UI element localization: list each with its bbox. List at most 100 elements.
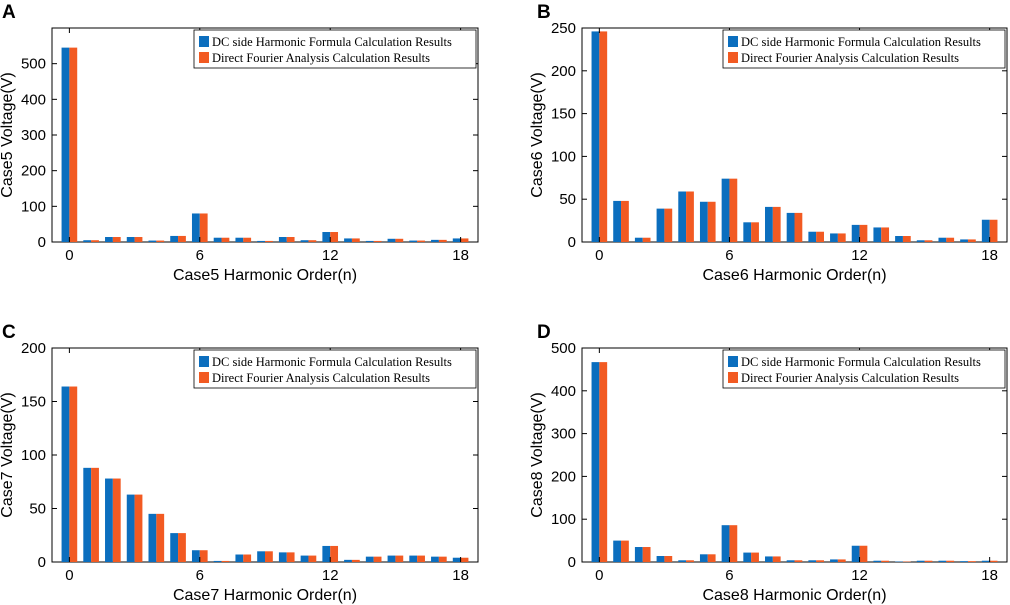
bar-fourier-n18 bbox=[460, 238, 469, 242]
bar-fourier-n10 bbox=[816, 231, 824, 242]
bar-formula-n5 bbox=[170, 235, 179, 242]
bar-fourier-n18 bbox=[989, 560, 998, 562]
bar-formula-n18 bbox=[981, 560, 990, 562]
bar-formula-n11 bbox=[300, 555, 309, 562]
legend-box bbox=[193, 349, 477, 389]
bar-formula-n3 bbox=[656, 208, 665, 242]
bar-formula-n1 bbox=[613, 200, 622, 242]
bar-fourier-n8 bbox=[243, 554, 252, 562]
bar-formula-n12 bbox=[322, 232, 331, 242]
y-tick-label: 200 bbox=[21, 163, 46, 180]
bar-formula-n3 bbox=[126, 237, 135, 242]
bar-formula-n4 bbox=[678, 560, 687, 562]
bar-fourier-n7 bbox=[751, 552, 759, 562]
bar-formula-n7 bbox=[743, 222, 752, 242]
bar-formula-n16 bbox=[409, 555, 418, 562]
bar-fourier-n15 bbox=[924, 560, 933, 562]
bar-fourier-n4 bbox=[156, 240, 165, 242]
bar-fourier-n11 bbox=[308, 240, 317, 242]
bar-fourier-n8 bbox=[772, 556, 781, 562]
x-axis-label: Case6 Harmonic Order(n) bbox=[702, 267, 886, 284]
x-axis-label: Case8 Harmonic Order(n) bbox=[702, 587, 886, 604]
bar-formula-n11 bbox=[300, 240, 309, 242]
x-tick-label: 18 bbox=[981, 567, 998, 584]
bar-fourier-n0 bbox=[69, 47, 78, 243]
bar-fourier-n6 bbox=[199, 550, 208, 562]
bar-fourier-n1 bbox=[91, 467, 99, 562]
bar-formula-n5 bbox=[170, 533, 179, 562]
bar-fourier-n5 bbox=[707, 554, 716, 562]
bar-formula-n1 bbox=[83, 467, 92, 562]
bar-fourier-n13 bbox=[351, 238, 360, 242]
x-tick-label: 0 bbox=[595, 247, 603, 264]
bar-formula-n6 bbox=[191, 550, 200, 562]
bar-fourier-n14 bbox=[902, 236, 911, 242]
bar-formula-n0 bbox=[61, 386, 70, 562]
bar-formula-n8 bbox=[765, 556, 773, 562]
y-tick-label: 50 bbox=[559, 191, 576, 208]
bar-formula-n11 bbox=[830, 559, 838, 562]
bar-fourier-n6 bbox=[199, 213, 208, 242]
bar-formula-n7 bbox=[213, 237, 222, 242]
panel-a: A 0 100 200 300 400 500 0 6 12 18 Case5 Harmonic Or… bbox=[0, 2, 479, 284]
bar-formula-n7 bbox=[743, 552, 752, 562]
bar-formula-n6 bbox=[721, 178, 730, 242]
bar-formula-n4 bbox=[148, 513, 157, 562]
bar-formula-n0 bbox=[591, 362, 600, 562]
bar-formula-n2 bbox=[634, 237, 643, 242]
x-tick-label: 6 bbox=[725, 247, 733, 264]
bar-formula-n7 bbox=[213, 560, 222, 562]
bar-fourier-n12 bbox=[859, 224, 868, 242]
bar-fourier-n15 bbox=[395, 555, 404, 562]
y-tick-label: 100 bbox=[551, 511, 576, 528]
x-tick-label: 6 bbox=[196, 247, 204, 264]
bar-formula-n13 bbox=[344, 559, 352, 562]
x-tick-label: 12 bbox=[851, 247, 868, 264]
bar-fourier-n6 bbox=[729, 178, 738, 242]
y-tick-label: 300 bbox=[21, 127, 46, 144]
bar-formula-n8 bbox=[765, 206, 773, 242]
x-tick-label: 12 bbox=[322, 247, 339, 264]
bar-formula-n0 bbox=[591, 31, 600, 243]
bar-fourier-n17 bbox=[438, 556, 447, 562]
bar-formula-n4 bbox=[678, 191, 687, 242]
bar-formula-n10 bbox=[278, 552, 287, 562]
legend-swatch bbox=[199, 356, 209, 367]
bar-formula-n1 bbox=[83, 240, 92, 242]
bar-fourier-n9 bbox=[265, 240, 273, 242]
bar-fourier-n17 bbox=[967, 239, 976, 242]
y-tick-label: 500 bbox=[21, 56, 46, 73]
bar-fourier-n3 bbox=[134, 237, 143, 242]
bar-fourier-n5 bbox=[178, 533, 186, 562]
legend-entry-label: DC side Harmonic Formula Calculation Res… bbox=[741, 355, 981, 369]
bar-fourier-n12 bbox=[859, 545, 868, 562]
bar-fourier-n13 bbox=[881, 560, 890, 562]
bar-formula-n10 bbox=[278, 237, 287, 242]
bar-fourier-n16 bbox=[417, 240, 425, 242]
bar-formula-n17 bbox=[960, 561, 968, 562]
x-axis-label: Case7 Harmonic Order(n) bbox=[173, 587, 357, 604]
bar-formula-n6 bbox=[721, 525, 730, 562]
bar-fourier-n12 bbox=[330, 232, 339, 242]
bar-fourier-n3 bbox=[134, 494, 143, 562]
bar-fourier-n3 bbox=[664, 556, 673, 562]
bar-fourier-n9 bbox=[794, 560, 803, 562]
panel-letter: B bbox=[537, 2, 551, 23]
bar-formula-n11 bbox=[830, 233, 838, 242]
y-tick-label: 0 bbox=[38, 554, 46, 571]
bar-fourier-n17 bbox=[967, 561, 976, 562]
bar-fourier-n10 bbox=[286, 237, 295, 242]
y-tick-label: 200 bbox=[21, 340, 46, 357]
bar-formula-n16 bbox=[938, 560, 947, 562]
bar-fourier-n15 bbox=[395, 238, 404, 242]
x-tick-label: 6 bbox=[196, 567, 204, 584]
bar-fourier-n4 bbox=[686, 560, 694, 562]
y-tick-label: 200 bbox=[551, 63, 576, 80]
bar-formula-n5 bbox=[699, 554, 708, 562]
bar-fourier-n4 bbox=[156, 513, 165, 562]
bar-formula-n17 bbox=[431, 556, 439, 562]
x-tick-label: 18 bbox=[452, 567, 469, 584]
x-tick-label: 0 bbox=[595, 567, 603, 584]
bar-formula-n1 bbox=[613, 540, 622, 562]
